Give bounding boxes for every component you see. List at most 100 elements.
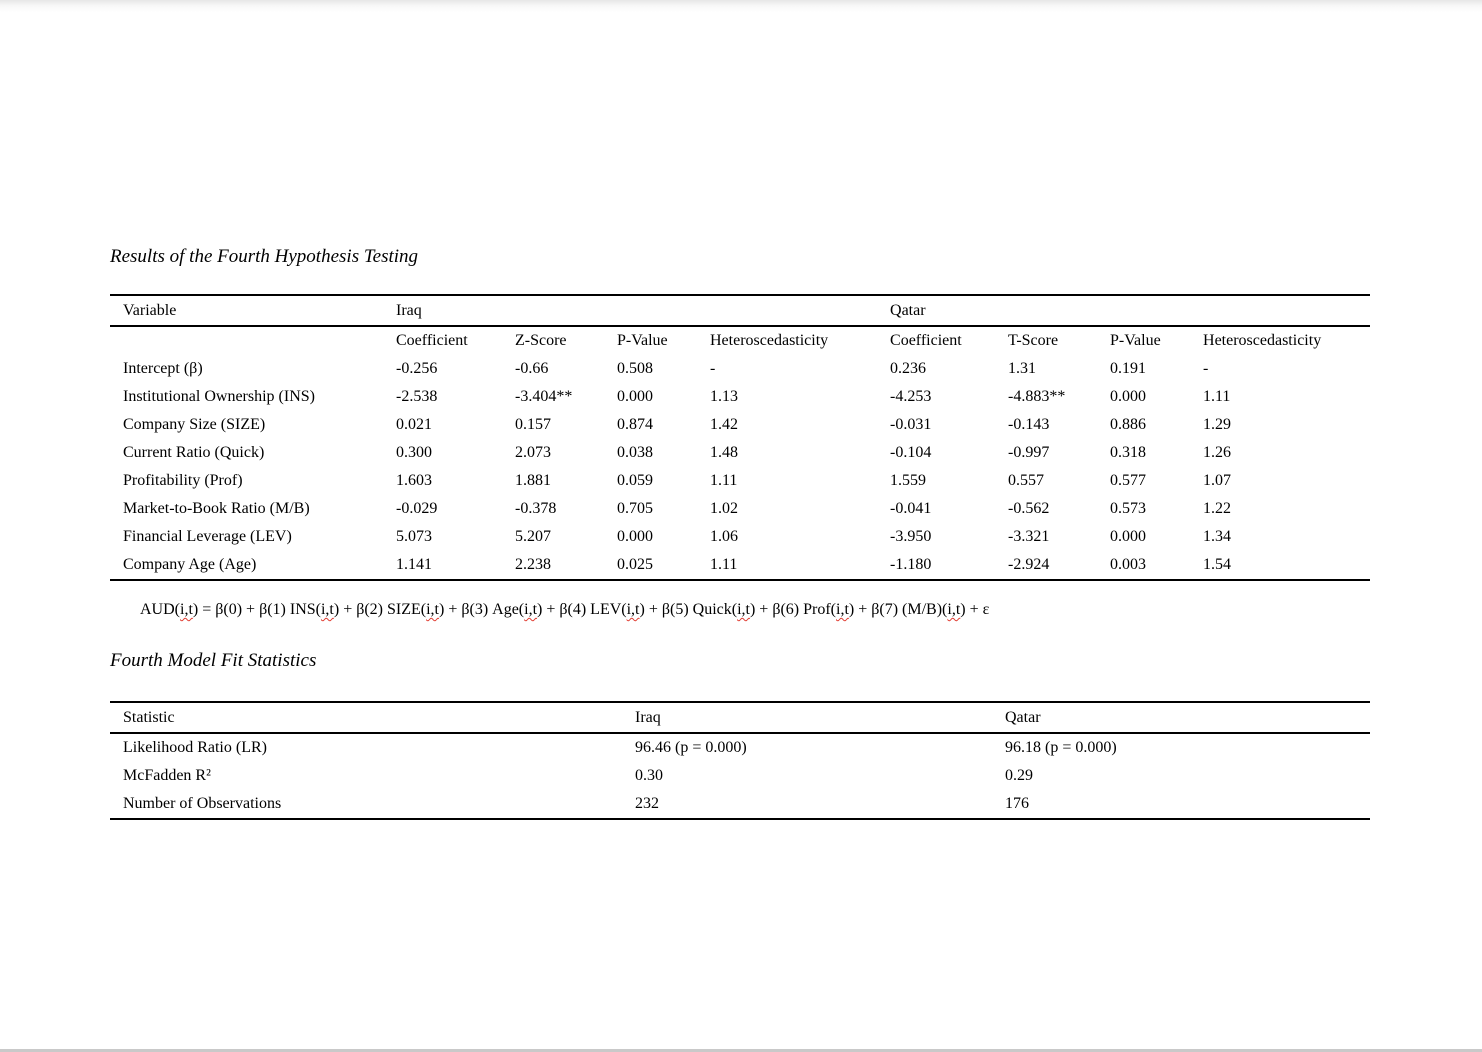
equation-text: AUD(: [140, 601, 180, 618]
table-row: Number of Observations 232 176: [110, 790, 1370, 820]
col-header-empty: [110, 326, 396, 355]
group-header-row: Variable Iraq Qatar: [110, 295, 1371, 327]
col-header-qatar-heteroscedasticity: Heteroscedasticity: [1203, 332, 1322, 349]
table-cell: -4.253: [890, 388, 932, 405]
table-cell: 0.886: [1110, 416, 1147, 433]
misspelled-term: i,t: [320, 601, 334, 618]
table-cell: 0.300: [396, 444, 432, 461]
table-cell: 0.191: [1110, 360, 1147, 377]
equation-text: ) + β(2) SIZE(: [333, 601, 427, 618]
table-cell: 0.025: [617, 551, 710, 581]
equation-text: ) + β(6) Prof(: [749, 601, 836, 618]
table-cell: 1.07: [1203, 472, 1232, 489]
model-fit-table: Statistic Iraq Qatar Likelihood Ratio (L…: [110, 701, 1370, 820]
table-cell: -: [710, 360, 716, 377]
table-cell: 5.073: [396, 528, 432, 545]
table-cell: -2.538: [396, 388, 438, 405]
table-row: Current Ratio (Quick) 0.300 2.073 0.038 …: [110, 439, 1370, 467]
table-row: Likelihood Ratio (LR) 96.46 (p = 0.000) …: [110, 733, 1370, 762]
table-cell: 0.573: [1110, 500, 1147, 517]
table-cell: 0.29: [1005, 767, 1033, 784]
header-row: Statistic Iraq Qatar: [110, 702, 1370, 734]
table-cell: 2.238: [515, 551, 617, 581]
statistic-cell: Likelihood Ratio (LR): [123, 739, 267, 756]
col-header-iraq-pvalue: P-Value: [617, 332, 668, 349]
table-cell: 0.705: [617, 500, 653, 517]
table-row: Company Age (Age) 1.141 2.238 0.025 1.11…: [110, 551, 1371, 581]
col-header-iraq: Iraq: [635, 702, 1005, 734]
page-top-shadow: [0, 0, 1482, 12]
variable-cell: Financial Leverage (LEV): [123, 528, 292, 545]
variable-cell: Market-to-Book Ratio (M/B): [123, 500, 310, 517]
table-cell: 1.26: [1203, 444, 1232, 461]
table-cell: 1.11: [710, 472, 738, 489]
table-cell: -3.321: [1008, 528, 1050, 545]
variable-cell: Company Size (SIZE): [123, 416, 266, 433]
table-row: Market-to-Book Ratio (M/B) -0.029 -0.378…: [110, 495, 1370, 523]
table-cell: -0.031: [890, 416, 932, 433]
table-cell: 1.141: [396, 551, 515, 581]
table-cell: 1.48: [710, 444, 738, 461]
table-cell: 0.874: [617, 416, 653, 433]
table-cell: 1.31: [1008, 360, 1037, 377]
col-group-qatar: Qatar: [890, 295, 1371, 327]
variable-cell: Current Ratio (Quick): [123, 444, 265, 461]
misspelled-term: i,t: [180, 601, 193, 618]
results-table-title: Results of the Fourth Hypothesis Testing: [110, 246, 419, 267]
table-cell: -3.950: [890, 528, 932, 545]
table-cell: 0.30: [635, 767, 663, 784]
table-cell: 1.22: [1203, 500, 1232, 517]
variable-cell: Company Age (Age): [110, 551, 396, 581]
misspelled-term: i,t: [836, 601, 849, 618]
table-row: Profitability (Prof) 1.603 1.881 0.059 1…: [110, 467, 1370, 495]
table-cell: 0.000: [1110, 528, 1147, 545]
table-cell: 1.603: [396, 472, 432, 489]
equation-text: ) + β(4) LEV(: [537, 601, 627, 618]
misspelled-term: i,t: [524, 601, 538, 618]
col-header-iraq-coefficient: Coefficient: [396, 332, 468, 349]
table-cell: 1.34: [1203, 528, 1232, 545]
bottom-strip: [0, 1049, 1482, 1052]
table-cell: 0.557: [1008, 472, 1045, 489]
table-row: Institutional Ownership (INS) -2.538 -3.…: [110, 383, 1370, 411]
table-cell: 0.000: [617, 528, 653, 545]
misspelled-term: i,t: [426, 601, 439, 618]
col-header-iraq-zscore: Z-Score: [515, 332, 567, 349]
table-cell: 1.06: [710, 528, 738, 545]
table-cell: 0.000: [617, 388, 653, 405]
table-cell: -0.143: [1008, 416, 1050, 433]
variable-cell: Profitability (Prof): [123, 472, 243, 489]
table-cell: 1.02: [710, 500, 738, 517]
table-row: Intercept (β) -0.256 -0.66 0.508 - 0.236…: [110, 355, 1370, 383]
table-cell: 1.42: [710, 416, 738, 433]
table-cell: 1.29: [1203, 416, 1232, 433]
table-row: McFadden R² 0.30 0.29: [110, 762, 1370, 790]
col-header-statistic: Statistic: [110, 702, 635, 734]
table-cell: -2.924: [1008, 551, 1111, 581]
col-header-qatar-tscore: T-Score: [1008, 332, 1059, 349]
statistic-cell: Number of Observations: [110, 790, 635, 820]
table-cell: -1.180: [890, 551, 1009, 581]
table-cell: 1.881: [515, 472, 551, 489]
table-cell: 96.46 (p = 0.000): [635, 739, 747, 756]
equation-text: ) + β(5) Quick(: [639, 601, 738, 618]
table-cell: 0.577: [1110, 472, 1147, 489]
col-header-variable: Variable: [110, 295, 396, 327]
table-cell: 1.13: [710, 388, 738, 405]
misspelled-term: i,t: [626, 601, 640, 618]
sub-header-row: Coefficient Z-Score P-Value Heteroscedas…: [110, 326, 1370, 355]
table-cell: 1.11: [710, 551, 891, 581]
table-cell: 0.236: [890, 360, 927, 377]
table-cell: 5.207: [515, 528, 551, 545]
equation-text: ) = β(0) + β(1) INS(: [192, 601, 321, 618]
col-header-qatar-coefficient: Coefficient: [890, 332, 962, 349]
equation-text: ) + ε: [960, 601, 990, 618]
variable-cell: Institutional Ownership (INS): [123, 388, 315, 405]
table-cell: 0.021: [396, 416, 432, 433]
table-cell: 0.508: [617, 360, 653, 377]
misspelled-term: i,t: [737, 601, 750, 618]
table-cell: -0.997: [1008, 444, 1050, 461]
table-cell: -0.256: [396, 360, 438, 377]
table-cell: -0.66: [515, 360, 549, 377]
col-header-iraq-heteroscedasticity: Heteroscedasticity: [710, 332, 829, 349]
